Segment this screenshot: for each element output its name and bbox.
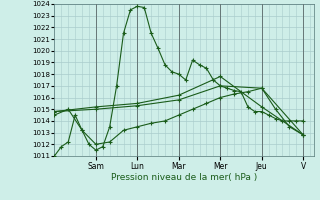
X-axis label: Pression niveau de la mer( hPa ): Pression niveau de la mer( hPa ) xyxy=(111,173,257,182)
